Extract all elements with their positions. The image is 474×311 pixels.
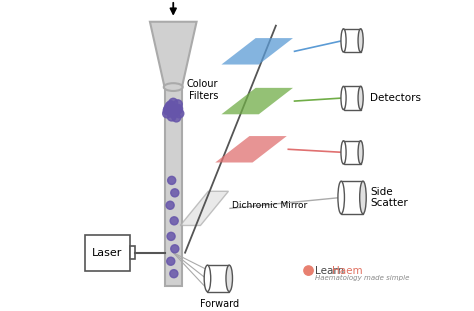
- Polygon shape: [221, 88, 293, 114]
- Circle shape: [174, 104, 182, 113]
- FancyBboxPatch shape: [164, 87, 182, 286]
- Circle shape: [167, 112, 176, 121]
- Circle shape: [169, 98, 178, 107]
- Circle shape: [163, 106, 172, 115]
- Circle shape: [170, 217, 178, 225]
- Circle shape: [170, 270, 178, 278]
- Text: Haem: Haem: [332, 266, 363, 276]
- Circle shape: [168, 176, 176, 184]
- FancyBboxPatch shape: [208, 265, 229, 292]
- FancyBboxPatch shape: [130, 246, 135, 259]
- Ellipse shape: [360, 181, 366, 214]
- Circle shape: [167, 257, 175, 265]
- Ellipse shape: [341, 141, 346, 164]
- Ellipse shape: [358, 141, 363, 164]
- Ellipse shape: [164, 83, 183, 91]
- Polygon shape: [180, 191, 228, 225]
- FancyBboxPatch shape: [85, 235, 130, 271]
- Ellipse shape: [204, 265, 211, 292]
- FancyBboxPatch shape: [344, 86, 361, 109]
- FancyBboxPatch shape: [344, 29, 361, 52]
- Circle shape: [165, 102, 174, 111]
- Polygon shape: [221, 38, 293, 65]
- Circle shape: [171, 189, 179, 197]
- Polygon shape: [215, 136, 287, 162]
- Circle shape: [169, 104, 178, 113]
- Ellipse shape: [341, 29, 346, 52]
- Text: Learn: Learn: [315, 266, 345, 276]
- Circle shape: [167, 232, 175, 240]
- Text: Colour
Filters: Colour Filters: [187, 79, 219, 101]
- Circle shape: [166, 101, 175, 109]
- Polygon shape: [150, 22, 197, 87]
- Ellipse shape: [341, 86, 346, 109]
- Circle shape: [173, 100, 182, 109]
- Ellipse shape: [358, 86, 363, 109]
- Circle shape: [164, 104, 173, 113]
- Circle shape: [171, 245, 179, 253]
- Circle shape: [172, 113, 181, 122]
- Circle shape: [175, 109, 184, 118]
- FancyBboxPatch shape: [344, 141, 361, 164]
- Circle shape: [169, 109, 178, 118]
- Ellipse shape: [358, 29, 363, 52]
- Text: Detectors: Detectors: [370, 93, 421, 103]
- Circle shape: [173, 106, 182, 115]
- Text: Haematology made simple: Haematology made simple: [315, 275, 410, 281]
- Text: Forward
Scatter: Forward Scatter: [201, 299, 239, 311]
- Ellipse shape: [226, 265, 232, 292]
- Circle shape: [163, 109, 172, 118]
- Text: Side
Scatter: Side Scatter: [371, 187, 409, 208]
- Circle shape: [304, 266, 313, 275]
- Text: Laser: Laser: [92, 248, 122, 258]
- Ellipse shape: [338, 181, 345, 214]
- Text: Dichromic Mirror: Dichromic Mirror: [232, 201, 307, 210]
- Circle shape: [166, 201, 174, 209]
- FancyBboxPatch shape: [341, 181, 363, 214]
